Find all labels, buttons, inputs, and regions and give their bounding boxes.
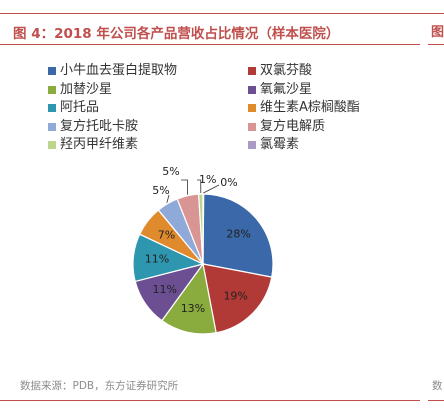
data-label: 19% [223,290,247,303]
legend-swatch [48,122,56,131]
bottom-border [0,400,420,401]
data-label: 11% [153,283,177,296]
legend-swatch [48,67,56,75]
pie-slice [202,193,274,278]
legend-label: 羟丙甲纤维素 [60,137,139,152]
leader-line [197,179,202,194]
leader-line [203,184,220,194]
data-label: 11% [145,253,169,266]
leader-line [166,194,170,203]
title-underline [0,44,420,45]
figure-header: 图 4：2018 年公司各产品营收占比情况（样本医院） [0,19,420,45]
pie-slice [202,263,273,334]
legend-swatch [248,122,256,131]
legend-swatch [248,141,256,149]
data-label: 5% [152,184,169,197]
bottom-border-right [428,400,444,401]
figure-title: 图 4：2018 年公司各产品营收占比情况（样本医院） [13,26,340,42]
legend-label: 小牛血去蛋白提取物 [60,63,178,78]
legend-swatch [248,67,256,75]
next-figure-title-fragment: 图 [431,25,444,40]
data-label: 0% [220,176,237,189]
legend-swatch [48,141,56,149]
legend-swatch [248,85,256,94]
legend-label: 双氯芬酸 [260,63,313,78]
data-label: 1% [199,173,216,186]
legend-label: 加替沙星 [60,81,113,97]
pie-slice [202,193,205,265]
data-label: 13% [181,302,205,315]
legend-swatch [48,104,56,112]
legend-swatch [248,104,256,112]
data-label: 7% [158,229,175,242]
legend-label: 复方电解质 [260,118,326,134]
data-label: 28% [226,228,250,241]
leader-line [181,179,188,195]
next-figure-underline [428,44,444,45]
pie-slice [161,262,217,335]
data-label: 5% [162,165,179,178]
next-source-fragment: 数 [432,380,443,392]
legend-label: 复方托吡卡胺 [60,118,139,134]
legend-label: 维生素A棕榈酸酯 [260,100,360,115]
legend-label: 阿托品 [60,100,100,115]
legend-label: 氧氟沙星 [260,81,313,97]
legend-swatch [48,85,56,94]
legend-label: 氯霉素 [260,137,300,152]
data-source: 数据来源：PDB，东方证券研究所 [20,380,179,392]
top-border [0,13,444,14]
